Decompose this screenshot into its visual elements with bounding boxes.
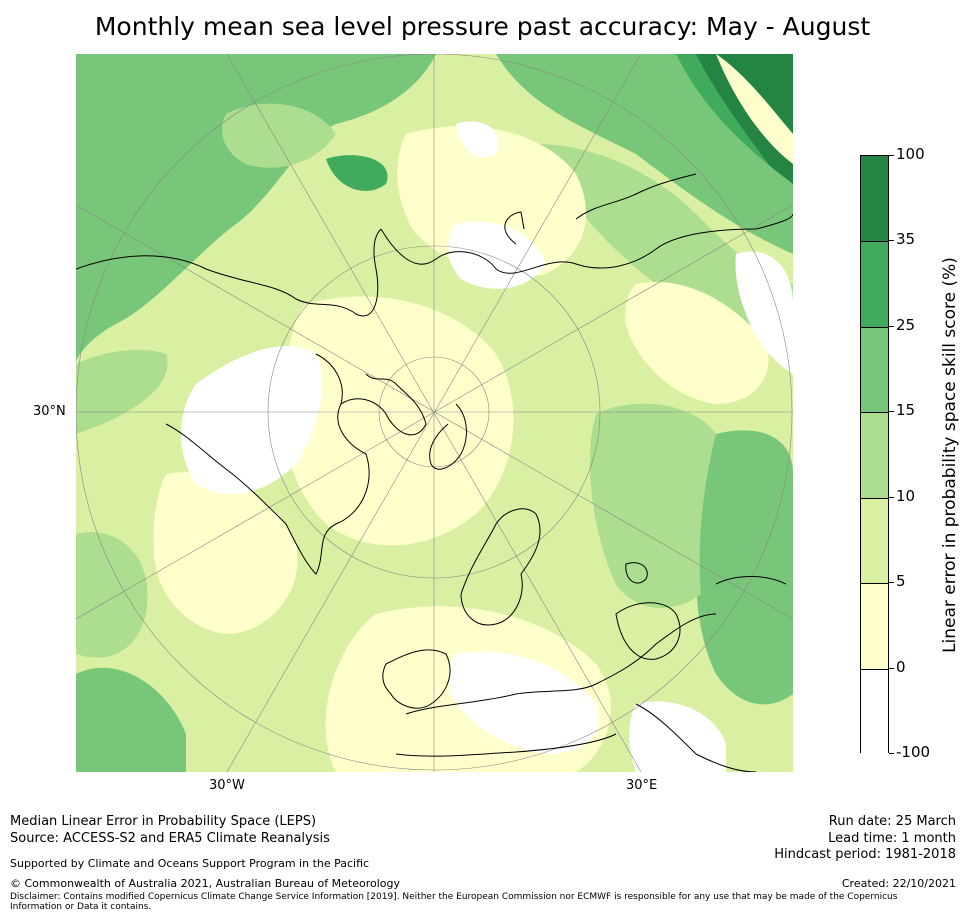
footer-source: Source: ACCESS-S2 and ERA5 Climate Reana… xyxy=(10,831,330,846)
colorbar-bin xyxy=(861,326,888,413)
colorbar-bin xyxy=(861,412,888,498)
created-date: Created: 22/10/2021 xyxy=(841,877,956,890)
footer-disclaimer-2: Information or Data it contains. xyxy=(10,902,152,912)
graticule xyxy=(76,54,793,772)
colorbar-tick-label: 25 xyxy=(896,316,916,334)
map-region-25-35 xyxy=(326,155,388,191)
map-region-10-15 xyxy=(76,532,148,658)
lead-time: Lead time: 1 month xyxy=(828,831,956,846)
map-region-neg xyxy=(735,251,793,374)
map-region-15-25 xyxy=(496,54,793,254)
run-date: Run date: 25 March xyxy=(828,814,956,829)
lon-label-30w: 30°W xyxy=(209,778,245,793)
lon-label-30e: 30°E xyxy=(626,778,658,793)
colorbar xyxy=(860,155,889,754)
lat-label-30n: 30°N xyxy=(33,404,66,419)
colorbar-tick-label: 5 xyxy=(896,572,906,590)
colorbar-tick-label: 0 xyxy=(896,658,906,676)
colorbar-bin xyxy=(861,156,888,242)
map-region-neg xyxy=(181,345,323,495)
colorbar-tick-label: 35 xyxy=(896,230,916,248)
map-title: Monthly mean sea level pressure past acc… xyxy=(94,12,871,41)
map-region-10-15 xyxy=(589,403,716,608)
colorbar-bin xyxy=(861,583,888,669)
map-region-15-25 xyxy=(696,430,793,705)
map-region-10-15 xyxy=(222,103,336,168)
colorbar-tick xyxy=(889,668,894,669)
colorbar-tick xyxy=(889,753,894,754)
colorbar-tick-label: -100 xyxy=(896,743,931,761)
colorbar-bin xyxy=(861,497,888,584)
colorbar-bin xyxy=(861,668,888,754)
map-region-0-5 xyxy=(153,472,298,634)
footer-method: Median Linear Error in Probability Space… xyxy=(10,814,317,829)
hindcast-period: Hindcast period: 1981-2018 xyxy=(774,847,956,862)
map-region-15-25 xyxy=(76,667,186,772)
map-region-neg xyxy=(629,701,726,772)
colorbar-tick xyxy=(889,326,894,327)
map-region-0-5 xyxy=(282,296,514,546)
colorbar-tick xyxy=(889,497,894,498)
colorbar-title: Linear error in probability space skill … xyxy=(940,257,960,653)
map-region-10-15 xyxy=(76,349,168,434)
colorbar-tick xyxy=(889,411,894,412)
map-region-0-5 xyxy=(716,54,793,164)
map-region-0-5 xyxy=(397,126,586,277)
colorbar-tick xyxy=(889,240,894,241)
map-region-10-15 xyxy=(536,144,793,354)
colorbar-tick-label: 10 xyxy=(896,487,916,505)
footer-support: Supported by Climate and Oceans Support … xyxy=(10,857,370,870)
colorbar-tick-label: 15 xyxy=(896,401,916,419)
colorbar-tick-label: 100 xyxy=(896,145,925,163)
map-region-neg xyxy=(448,651,599,754)
coastlines xyxy=(76,173,793,772)
map-region-neg xyxy=(448,221,546,289)
map-region-0-5 xyxy=(625,282,769,404)
colorbar-tick xyxy=(889,582,894,583)
colorbar-bin xyxy=(861,241,888,327)
footer-disclaimer-1: Disclaimer: Contains modified Copernicus… xyxy=(10,892,898,902)
map-region-neg xyxy=(456,121,499,158)
skill-score-map xyxy=(76,54,793,772)
map-region-15-25 xyxy=(76,54,436,364)
colorbar-tick xyxy=(889,155,894,156)
footer-copyright: © Commonwealth of Australia 2021, Austra… xyxy=(10,877,400,890)
